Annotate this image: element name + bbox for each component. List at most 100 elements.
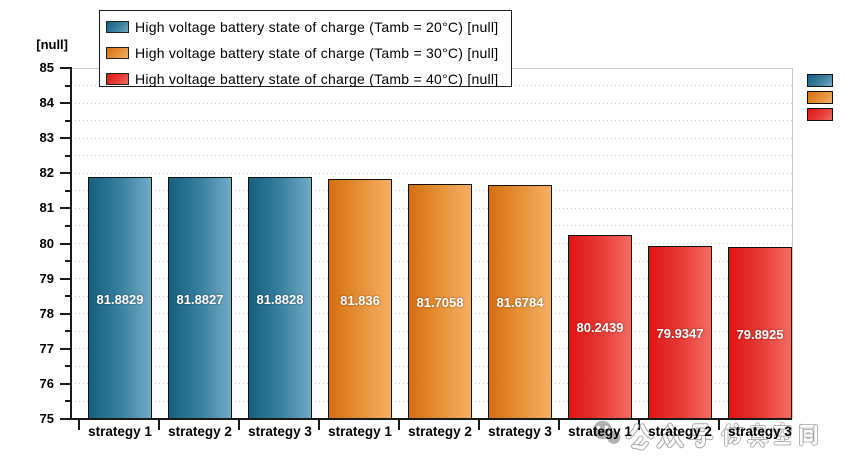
y-minor-tick [64,400,71,403]
watermark-char [656,422,685,449]
x-tick [318,420,320,430]
x-tick [718,420,720,430]
y-tick-label: 85 [39,60,54,75]
legend-entry: High voltage battery state of charge (Ta… [100,40,511,66]
legend-swatch [106,21,129,33]
y-major-tick [59,277,71,280]
x-tick [158,420,160,430]
x-tick-label: strategy 2 [408,424,472,439]
watermark-char [720,422,746,447]
y-minor-tick [64,154,71,157]
legend-label: High voltage battery state of charge (Ta… [135,71,499,87]
x-tick-label: strategy 2 [168,424,232,439]
bar-strategy-1-series-3: 80.2439 [568,234,632,420]
watermark-stroke-core [750,440,756,447]
gridline [70,102,792,104]
bar-strategy-1-series-2: 81.836 [328,179,392,420]
watermark-stroke-core [734,423,739,429]
y-minor-tick [64,295,71,298]
watermark-stroke-core [632,441,649,450]
y-axis-title: [null] [36,37,68,52]
watermark-char [625,423,654,451]
watermark-stroke-core [730,434,741,445]
x-tick [238,420,240,430]
gridline [70,155,792,157]
watermark-text-group2 [720,421,818,448]
y-major-tick [59,312,71,315]
watermark-char [799,423,818,447]
watermark-stroke-core [674,434,684,448]
mini-legend-swatch [807,74,833,87]
x-tick-label: strategy 3 [488,424,552,439]
y-minor-tick [64,260,71,263]
y-tick-label: 83 [39,130,54,146]
watermark-char [773,421,792,446]
watermark-stroke-core [783,429,791,438]
y-tick-label: 76 [39,375,54,391]
y-tick-label: 80 [39,235,54,251]
x-axis-line [69,418,792,420]
y-major-tick [59,242,71,245]
y-tick-label: 75 [39,411,54,426]
y-major-tick [59,382,71,385]
y-major-tick [59,67,71,69]
y-tick-label: 77 [39,340,54,356]
y-major-tick [59,347,71,350]
bar-value-label: 79.8925 [736,326,784,342]
x-tick [78,420,80,430]
bar-strategy-3-series-3: 79.8925 [728,247,792,420]
bar-value-label: 81.7058 [416,294,464,310]
y-major-tick [59,172,71,175]
gridline [70,172,792,174]
watermark-stroke-core [696,435,705,448]
y-minor-tick [64,119,71,122]
x-tick [478,420,480,430]
legend-entry: High voltage battery state of charge (Ta… [100,66,511,92]
bar-value-label: 81.8829 [96,291,144,307]
watermark-stroke-core [693,424,708,436]
bar-value-label: 81.6784 [496,295,544,311]
bar-value-label: 81.836 [340,292,380,308]
legend-entry: High voltage battery state of charge (Ta… [100,14,511,40]
watermark-stroke-core [759,440,765,447]
x-tick-label: strategy 3 [728,424,792,439]
y-tick-label: 81 [39,200,54,216]
watermark-stroke-core [640,424,653,439]
watermark-stroke-core [811,425,818,445]
x-tick-label: strategy 1 [328,424,392,439]
watermark-char [746,422,769,448]
y-axis-line [69,67,72,420]
y-major-tick [59,102,71,105]
watermark-stroke-core [774,429,782,438]
bar-strategy-2-series-3: 79.9347 [648,245,712,420]
y-major-tick [59,137,71,140]
bar-strategy-3-series-2: 81.6784 [488,184,552,420]
y-minor-tick [64,224,71,227]
y-tick-label: 82 [39,165,54,181]
bar-value-label: 80.2439 [576,320,624,336]
y-tick-label: 79 [39,270,54,286]
watermark-char [687,423,714,449]
legend-label: High voltage battery state of charge (Ta… [135,19,499,35]
y-minor-tick [64,189,71,192]
bar-value-label: 81.8827 [176,291,224,307]
bar-value-label: 79.9347 [656,325,704,341]
watermark-stroke-core [668,423,680,436]
bar-strategy-2-series-2: 81.7058 [408,183,472,420]
wechat-emoji-icon [593,420,622,446]
gridline [70,120,792,122]
x-tick-label: strategy 1 [568,424,632,439]
bar-strategy-2-series-1: 81.8827 [168,177,232,420]
x-tick-label: strategy 3 [248,424,312,439]
x-tick [398,420,400,430]
watermark-stroke-core [773,426,792,432]
y-major-tick [59,207,71,210]
mini-legend-swatch [807,91,833,104]
legend-swatch [106,73,129,85]
x-tick-label: strategy 1 [88,424,152,439]
mini-legend-swatch [807,108,833,121]
legend-label: High voltage battery state of charge (Ta… [135,45,499,61]
